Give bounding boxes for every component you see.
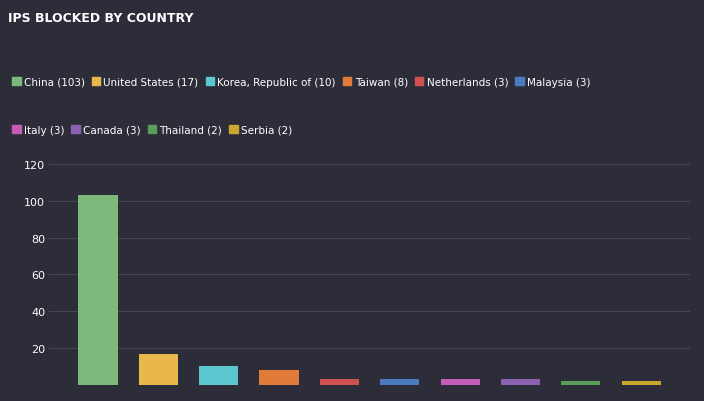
Bar: [260, 370, 298, 385]
Bar: [561, 381, 601, 385]
Bar: [441, 379, 479, 385]
Text: IPS BLOCKED BY COUNTRY: IPS BLOCKED BY COUNTRY: [8, 12, 194, 25]
Legend: China (103), United States (17), Korea, Republic of (10), Taiwan (8), Netherland: China (103), United States (17), Korea, …: [12, 77, 591, 87]
Bar: [199, 367, 239, 385]
Legend: Italy (3), Canada (3), Thailand (2), Serbia (2): Italy (3), Canada (3), Thailand (2), Ser…: [12, 126, 292, 136]
Bar: [320, 379, 359, 385]
Bar: [501, 379, 540, 385]
Bar: [622, 381, 661, 385]
Bar: [139, 354, 178, 385]
Bar: [78, 196, 118, 385]
Bar: [380, 379, 420, 385]
